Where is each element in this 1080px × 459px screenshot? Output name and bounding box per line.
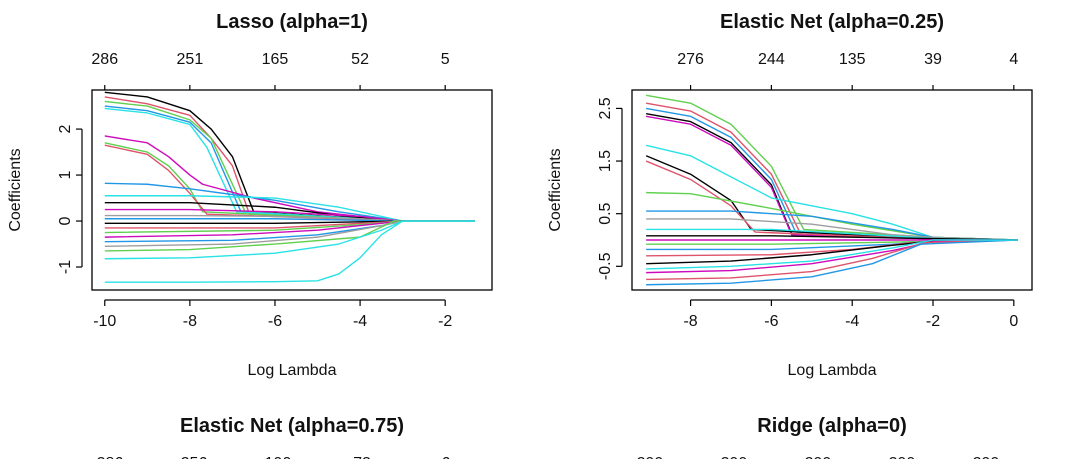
top-tick-label: 4 (1009, 51, 1018, 68)
series-line-s13 (646, 235, 1018, 241)
bottom-top-tick-label: 286 (97, 455, 124, 459)
top-tick-label: 135 (839, 51, 866, 68)
x-tick-label: -4 (845, 313, 859, 330)
bottom-top-tick-label: 299 (637, 455, 664, 459)
y-tick-label: -1 (57, 260, 74, 274)
x-tick-label: -8 (683, 313, 697, 330)
x-axis-label: Log Lambda (248, 362, 337, 379)
top-tick-label: 52 (351, 51, 369, 68)
y-tick-label: 1.5 (597, 150, 614, 172)
series-group (104, 91, 475, 283)
y-axis: -1 0 1 2 (57, 125, 83, 274)
top-tick-label: 251 (177, 51, 204, 68)
y-axis-label: Coefficients (547, 148, 564, 231)
series-line-s21 (646, 239, 1018, 286)
chart-title-ridge: Ridge (alpha=0) (757, 415, 906, 437)
top-tick-label: 286 (91, 51, 118, 68)
x-tick-label: -4 (353, 313, 367, 330)
plot-frame (91, 89, 493, 291)
series-line-s1 (104, 91, 475, 222)
plot-frame (631, 89, 1033, 291)
bottom-top-tick-label: 72 (353, 455, 371, 459)
x-tick-label: -2 (926, 313, 940, 330)
bottom-top-tick-label: 299 (805, 455, 832, 459)
y-axis: -0.5 0.5 1.5 2.5 (597, 97, 623, 280)
y-tick-label: -0.5 (597, 252, 614, 280)
top-tick-label: 5 (441, 51, 450, 68)
y-axis-label: Coefficients (7, 148, 24, 231)
x-tick-label: -6 (268, 313, 282, 330)
bottom-top-axis-labels: 286 256 190 72 6 299 299 299 299 299 (97, 455, 1000, 459)
bottom-top-tick-label: 299 (721, 455, 748, 459)
top-axis: 276 244 135 39 4 (677, 51, 1018, 90)
series-line-s22 (646, 239, 1018, 270)
top-tick-label: 244 (758, 51, 785, 68)
x-axis: -8 -6 -4 -2 0 (683, 299, 1018, 330)
x-axis-label: Log Lambda (788, 362, 877, 379)
x-tick-label: -10 (93, 313, 116, 330)
x-tick-label: -6 (764, 313, 778, 330)
top-tick-label: 39 (924, 51, 942, 68)
panel-lasso: Lasso (alpha=1) 286 251 165 52 5 -10 -8 -6 -4 -2… (7, 11, 493, 379)
y-tick-label: 1 (57, 171, 74, 180)
chart-title: Lasso (alpha=1) (216, 11, 368, 33)
series-line-s8 (645, 160, 1018, 241)
chart-title: Elastic Net (alpha=0.25) (720, 11, 944, 33)
series-line-s6 (104, 135, 475, 222)
y-tick-label: 2.5 (597, 97, 614, 119)
y-tick-label: 2 (57, 125, 74, 134)
series-line-s6 (645, 144, 1018, 241)
series-group (645, 94, 1018, 286)
series-line-s20 (646, 239, 1018, 281)
chart-title-elastic-net-075: Elastic Net (alpha=0.75) (180, 415, 404, 437)
top-tick-label: 276 (677, 51, 704, 68)
series-line-s16 (104, 220, 475, 229)
series-line-s5 (646, 115, 1018, 241)
bottom-top-tick-label: 6 (442, 455, 451, 459)
x-axis: -10 -8 -6 -4 -2 (93, 299, 452, 330)
bottom-top-tick-label: 256 (181, 455, 208, 459)
y-tick-label: 0 (57, 216, 74, 225)
x-tick-label: -8 (183, 313, 197, 330)
top-axis: 286 251 165 52 5 (91, 51, 450, 90)
series-line-s4 (646, 112, 1018, 241)
bottom-top-tick-label: 190 (265, 455, 292, 459)
series-line-s11 (646, 218, 1018, 241)
bottom-top-tick-label: 299 (973, 455, 1000, 459)
panel-elastic-net-025: Elastic Net (alpha=0.25) 276 244 135 39 4 -8… (547, 11, 1033, 379)
bottom-top-tick-label: 299 (889, 455, 916, 459)
series-line-s23 (104, 220, 475, 283)
x-tick-label: -2 (438, 313, 452, 330)
y-tick-label: 0.5 (597, 202, 614, 224)
top-tick-label: 165 (262, 51, 289, 68)
x-tick-label: 0 (1009, 313, 1018, 330)
